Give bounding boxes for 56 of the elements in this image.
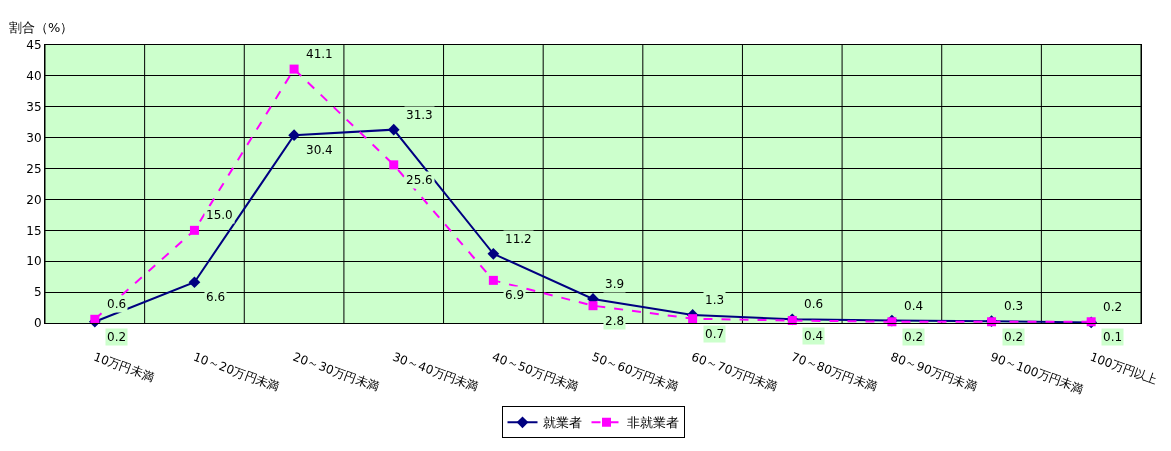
data-label: 0.2 <box>107 330 127 344</box>
data-label: 0.2 <box>1103 300 1123 314</box>
y-tick-label: 45 <box>26 38 42 53</box>
data-label: 0.3 <box>1004 299 1024 313</box>
data-label: 0.2 <box>1004 330 1024 344</box>
y-axis-title: 割合（%） <box>9 20 74 35</box>
data-label: 30.4 <box>306 143 333 157</box>
data-label: 0.7 <box>705 327 725 341</box>
x-tick-label: 50～60万円未満 <box>589 349 680 394</box>
x-tick-label: 10万円未満 <box>91 349 156 385</box>
data-label: 2.8 <box>605 314 625 328</box>
legend-label: 就業者 <box>542 415 582 431</box>
data-label: 31.3 <box>406 108 433 122</box>
x-tick-label: 10～20万円未満 <box>191 349 282 394</box>
data-label: 3.9 <box>605 277 625 291</box>
point <box>188 276 201 289</box>
point <box>588 301 598 311</box>
data-label: 6.9 <box>505 288 525 302</box>
x-tick-label: 80～90万円未満 <box>888 349 979 394</box>
point <box>487 247 500 260</box>
x-tick-label: 100万円以上 <box>1088 349 1160 388</box>
x-tick-label: 40～50万円未満 <box>490 349 581 394</box>
x-tick-label: 30～40万円未満 <box>390 349 481 394</box>
data-label: 25.6 <box>406 173 433 187</box>
data-label: 0.2 <box>904 330 924 344</box>
x-tick-label: 70～80万円未満 <box>789 349 880 394</box>
y-tick-label: 15 <box>26 223 42 238</box>
point <box>288 129 300 142</box>
y-tick-label: 10 <box>26 254 42 269</box>
point <box>289 64 299 74</box>
point <box>488 275 498 285</box>
data-label: 0.4 <box>904 299 924 313</box>
y-tick-label: 20 <box>26 192 42 207</box>
data-label: 11.2 <box>505 232 532 246</box>
point <box>688 314 698 324</box>
y-tick-label: 5 <box>33 285 42 300</box>
point <box>387 123 400 136</box>
y-tick-label: 40 <box>26 69 42 84</box>
legend-label: 非就業者 <box>626 415 679 431</box>
data-label: 1.3 <box>705 293 725 307</box>
point <box>189 225 199 235</box>
x-tick-label: 60～70万円未満 <box>689 349 780 394</box>
data-label: 0.1 <box>1103 330 1123 344</box>
data-label: 15.0 <box>206 208 233 222</box>
data-label: 6.6 <box>206 290 226 304</box>
point <box>389 160 399 170</box>
y-tick-label: 25 <box>26 161 42 176</box>
x-tick-label: 20～30万円未満 <box>291 349 381 394</box>
data-label: 0.4 <box>804 329 824 343</box>
x-tick-label: 90～100万円未満 <box>988 349 1086 397</box>
data-label: 0.6 <box>804 297 824 311</box>
y-tick-label: 30 <box>26 130 42 145</box>
data-label: 0.6 <box>107 297 127 311</box>
data-label: 41.1 <box>306 47 333 61</box>
y-tick-label: 35 <box>26 99 42 114</box>
y-tick-label: 0 <box>33 316 42 331</box>
